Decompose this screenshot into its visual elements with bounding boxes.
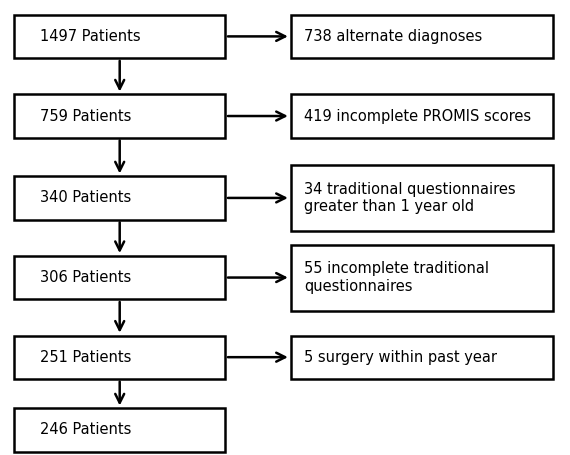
FancyBboxPatch shape	[291, 245, 553, 310]
Text: 55 incomplete traditional
questionnaires: 55 incomplete traditional questionnaires	[304, 261, 489, 294]
FancyBboxPatch shape	[291, 95, 553, 137]
FancyBboxPatch shape	[14, 336, 225, 379]
Text: 1497 Patients: 1497 Patients	[39, 29, 140, 44]
FancyBboxPatch shape	[14, 409, 225, 451]
Text: 246 Patients: 246 Patients	[39, 423, 131, 437]
Text: 419 incomplete PROMIS scores: 419 incomplete PROMIS scores	[304, 109, 531, 123]
FancyBboxPatch shape	[14, 177, 225, 220]
Text: 738 alternate diagnoses: 738 alternate diagnoses	[304, 29, 482, 44]
FancyBboxPatch shape	[14, 15, 225, 58]
FancyBboxPatch shape	[291, 165, 553, 231]
Text: 759 Patients: 759 Patients	[39, 109, 131, 123]
FancyBboxPatch shape	[14, 256, 225, 299]
Text: 5 surgery within past year: 5 surgery within past year	[304, 350, 497, 364]
Text: 340 Patients: 340 Patients	[39, 191, 131, 205]
Text: 251 Patients: 251 Patients	[39, 350, 131, 364]
Text: 306 Patients: 306 Patients	[39, 270, 131, 285]
FancyBboxPatch shape	[14, 95, 225, 137]
FancyBboxPatch shape	[291, 15, 553, 58]
FancyBboxPatch shape	[291, 336, 553, 379]
Text: 34 traditional questionnaires
greater than 1 year old: 34 traditional questionnaires greater th…	[304, 182, 515, 214]
